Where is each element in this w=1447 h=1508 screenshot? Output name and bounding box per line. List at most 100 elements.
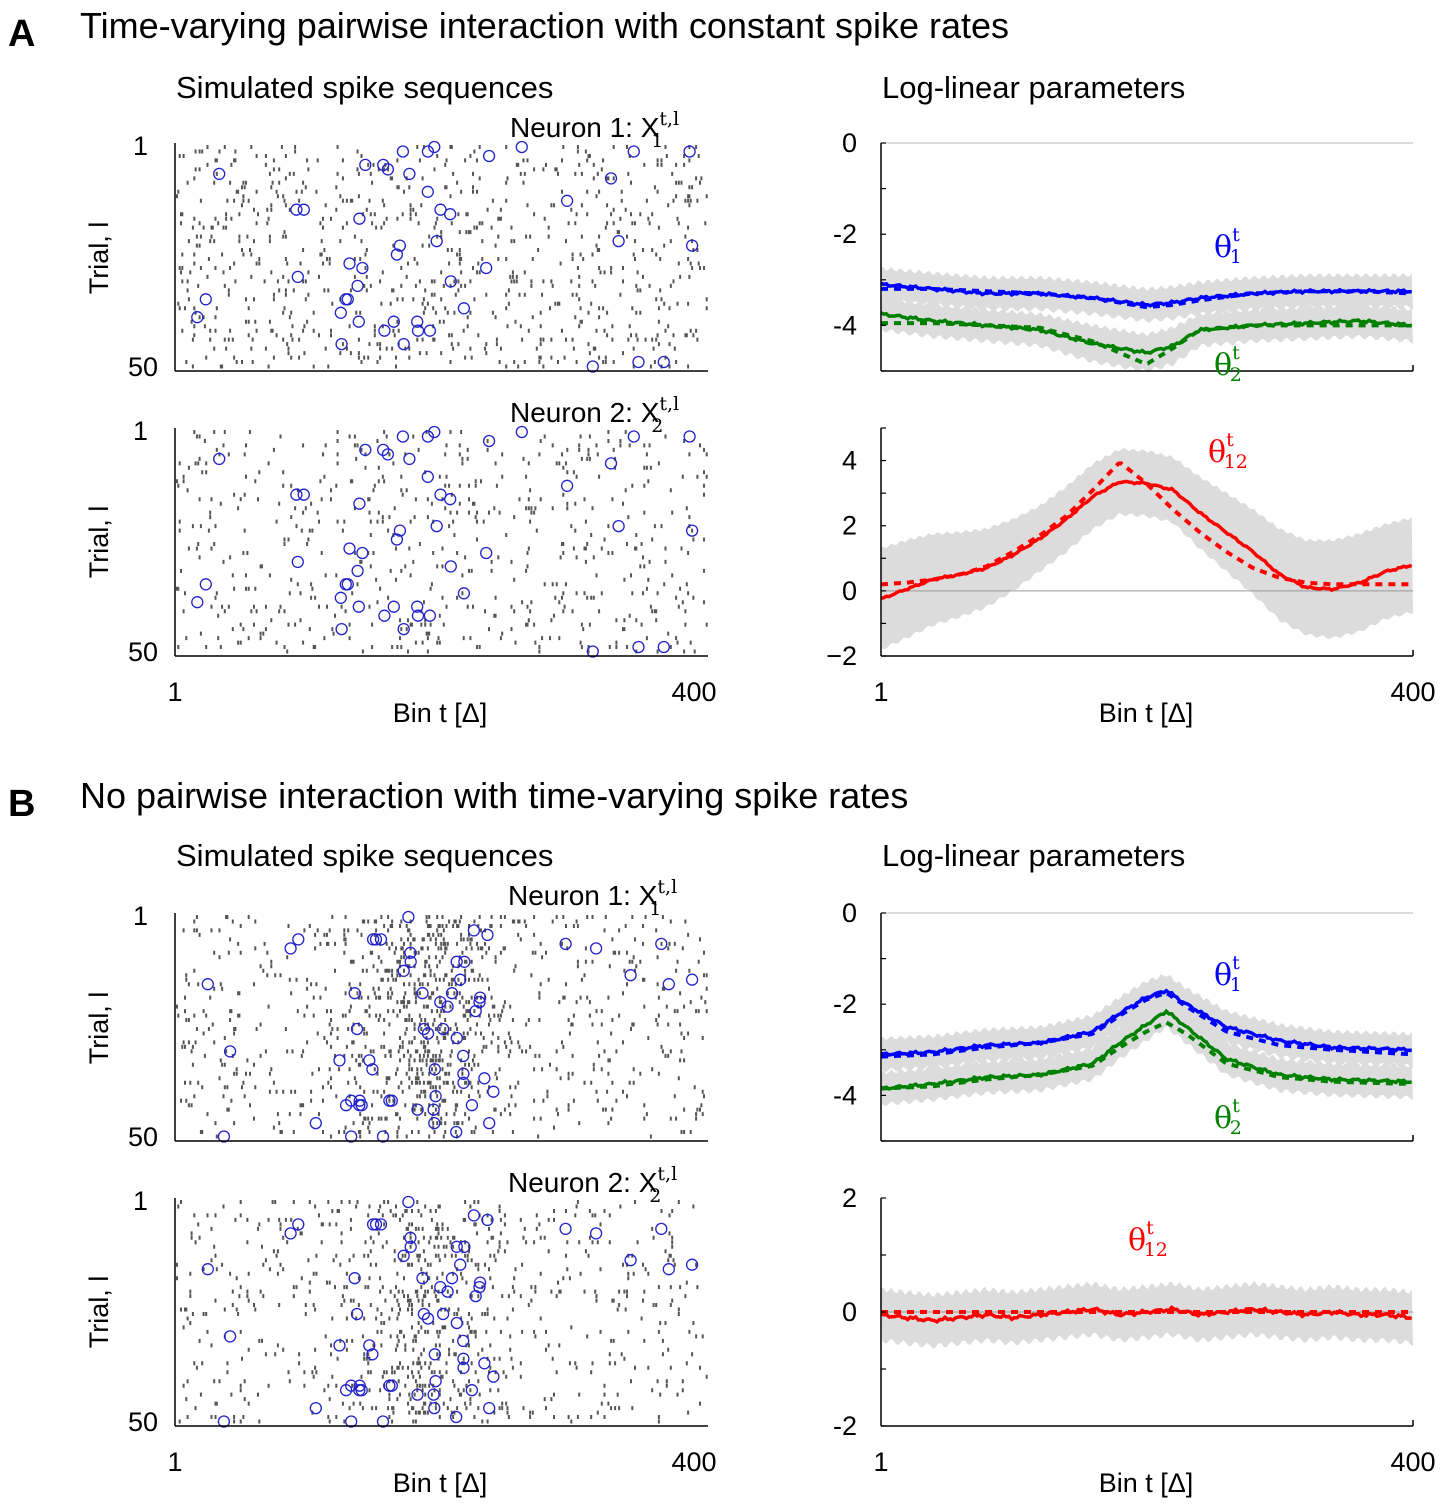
y-tick-label: -4 — [833, 1080, 857, 1110]
synchronous-spike-marker — [457, 1334, 470, 1348]
synchronous-spike-marker — [378, 324, 391, 337]
x-tick-last: 400 — [671, 1447, 716, 1477]
synchronous-spike-marker — [292, 933, 305, 946]
trial-tick-last: 50 — [128, 637, 158, 667]
synchronous-spike-marker — [309, 1401, 322, 1415]
synchronous-spike-marker — [397, 1249, 410, 1262]
synchronous-spike-marker — [457, 1352, 470, 1365]
synchronous-spike-marker — [441, 1285, 454, 1298]
synchronous-spike-marker — [290, 488, 303, 501]
trial-axis-label: Trial, l — [84, 992, 114, 1065]
synchronous-spike-marker — [352, 600, 365, 613]
panel-title-a: Time-varying pairwise interaction with c… — [80, 5, 1009, 46]
synchronous-spike-marker — [397, 337, 410, 351]
synchronous-spike-marker — [387, 315, 400, 328]
synchronous-spike-marker — [450, 955, 463, 968]
synchronous-spike-marker — [411, 600, 424, 613]
synchronous-spike-marker — [450, 1410, 463, 1424]
synchronous-spike-marker — [201, 1263, 214, 1276]
spike-marks — [176, 1200, 708, 1424]
synchronous-spike-marker — [309, 1116, 322, 1130]
synchronous-spike-marker — [351, 279, 364, 293]
synchronous-spike-marker — [481, 928, 494, 942]
x-axis-label: Bin t [Δ] — [1099, 1468, 1194, 1498]
synchronous-spike-marker — [363, 1339, 376, 1352]
synchronous-spike-marker — [377, 158, 390, 172]
synchronous-spike-marker — [457, 302, 471, 315]
theta1-label-a: θt 1 — [1214, 224, 1242, 268]
synchronous-spike-marker — [457, 1049, 470, 1063]
x-tick-first: 1 — [873, 1447, 888, 1477]
synchronous-spike-marker — [589, 1227, 603, 1240]
x-tick-last: 400 — [1390, 1447, 1435, 1477]
synchronous-spike-marker — [341, 578, 354, 591]
synchronous-spike-marker — [450, 1125, 463, 1139]
synchronous-spike-marker — [457, 1076, 470, 1089]
synchronous-spike-marker — [343, 542, 356, 555]
synchronous-spike-marker — [397, 622, 410, 636]
raster-b-neuron1: Neuron 1: Xt,l 1 1 50 Trial, l — [84, 876, 708, 1152]
synchronous-spike-marker — [450, 1031, 463, 1045]
synchronous-spike-marker — [377, 443, 390, 457]
synchronous-spike-marker — [369, 933, 383, 946]
synchronous-spike-marker — [427, 1103, 440, 1116]
synchronous-spike-marker — [457, 1067, 470, 1080]
synchronous-spike-marker — [416, 987, 429, 1000]
synchronous-spike-marker — [284, 1227, 297, 1240]
synchronous-spike-marker — [685, 524, 699, 537]
synchronous-spike-marker — [411, 1388, 424, 1401]
synchronous-spike-marker — [436, 1022, 450, 1036]
synchronous-spike-marker — [559, 937, 572, 951]
synchronous-spike-marker — [487, 1085, 500, 1098]
synchronous-spike-marker — [559, 1222, 572, 1236]
synchronous-spike-marker — [434, 995, 447, 1009]
synchronous-spike-marker — [411, 315, 424, 328]
panel-letter-b: B — [8, 783, 35, 825]
synchronous-spike-marker — [429, 1090, 442, 1103]
synchronous-spike-marker — [444, 275, 457, 288]
y-tick-label: 0 — [842, 576, 857, 606]
synchronous-spike-marker — [586, 360, 599, 373]
theta1-label-b: θt 1 — [1214, 952, 1242, 996]
synchronous-spike-marker — [374, 1218, 388, 1231]
panel-title-b: No pairwise interaction with time-varyin… — [80, 775, 908, 816]
synchronous-spike-marker — [217, 1130, 231, 1143]
y-tick-label: 0 — [842, 128, 857, 158]
synchronous-spike-marker — [201, 978, 214, 991]
synchronous-spike-marker — [450, 1240, 463, 1253]
synchronous-spike-marker — [624, 969, 637, 982]
synchronous-spike-marker — [457, 1361, 470, 1374]
panel-a: A Time-varying pairwise interaction with… — [8, 5, 1436, 728]
synchronous-spike-marker — [393, 239, 407, 252]
synchronous-spike-marker — [586, 645, 599, 658]
synchronous-spike-marker — [441, 1000, 454, 1013]
param-plot-b-single: 0 -2 -4 — [833, 898, 1414, 1142]
synchronous-spike-marker — [378, 609, 391, 622]
raster-a1-spikes — [176, 140, 708, 373]
theta12-confidence-band — [881, 447, 1413, 650]
synchronous-spike-marker — [560, 194, 574, 207]
synchronous-spike-marker — [403, 167, 416, 181]
synchronous-spike-marker — [352, 315, 365, 328]
synchronous-spike-marker — [381, 163, 395, 176]
synchronous-spike-marker — [199, 578, 212, 591]
synchronous-spike-marker — [444, 493, 457, 506]
synchronous-spike-marker — [411, 1103, 424, 1116]
synchronous-spike-marker — [403, 452, 416, 466]
synchronous-spike-marker — [402, 910, 415, 924]
synchronous-spike-marker — [335, 337, 348, 351]
synchronous-spike-marker — [612, 234, 625, 248]
synchronous-spike-marker — [421, 430, 435, 443]
theta12-estimated-line — [880, 479, 1413, 600]
synchronous-spike-marker — [348, 1272, 361, 1285]
synchronous-spike-marker — [366, 1218, 380, 1231]
synchronous-spike-marker — [376, 1130, 390, 1143]
neuron1-label-a: Neuron 1: Xt,l 1 — [510, 108, 679, 152]
synchronous-spike-marker — [458, 1240, 471, 1253]
x-tick-last: 400 — [1390, 677, 1435, 707]
synchronous-spike-marker — [444, 208, 457, 221]
synchronous-spike-marker — [390, 248, 404, 261]
synchronous-spike-marker — [515, 140, 528, 154]
raster-b-neuron2: Neuron 2: Xt,l 2 1 50 Trial, l 1 400 Bin … — [84, 1163, 717, 1498]
